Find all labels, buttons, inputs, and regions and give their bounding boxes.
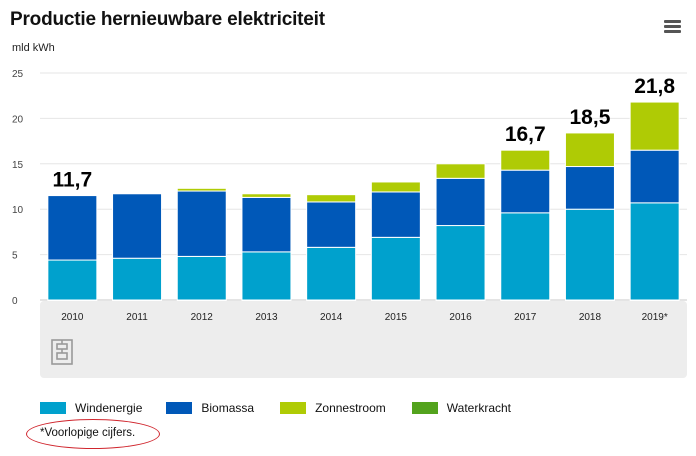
legend-swatch: [411, 402, 438, 414]
x-tick-label: 2017: [514, 312, 537, 323]
bar-segment: [112, 193, 163, 259]
cbs-logo-icon: [51, 339, 73, 365]
bar-segment: [435, 163, 486, 179]
bar-total-label: 11,7: [52, 169, 92, 192]
x-axis-panel: [40, 301, 687, 378]
bars: [47, 101, 680, 301]
x-tick-label: 2014: [320, 312, 343, 323]
bar-total-label: 18,5: [570, 106, 611, 129]
chart-title: Productie hernieuwbare elektriciteit: [10, 9, 325, 30]
y-axis-ticks: 0 5 10 15 20 25: [12, 69, 24, 307]
bar-segment: [500, 149, 551, 171]
legend-label: Zonnestroom: [315, 401, 386, 415]
bar-segment: [306, 246, 357, 301]
x-tick-label: 2019*: [642, 312, 668, 323]
y-axis-unit: mld kWh: [12, 42, 55, 54]
bar-total-label: 21,8: [634, 75, 675, 98]
legend-item-waterkracht[interactable]: Waterkracht: [411, 401, 512, 415]
bar-segment: [564, 132, 615, 168]
legend-swatch: [280, 402, 307, 414]
legend-item-windenergie[interactable]: Windenergie: [40, 401, 142, 415]
legend-label: Waterkracht: [446, 401, 512, 415]
bar-total-label: 16,7: [505, 123, 546, 146]
bar-segment: [629, 149, 680, 204]
hamburger-menu-icon[interactable]: [664, 20, 681, 34]
footnote: *Voorlopige cijfers.: [40, 427, 136, 439]
bar-segment: [370, 181, 421, 193]
x-tick-label: 2016: [449, 312, 472, 323]
bar-segment: [176, 190, 227, 257]
bar-segment: [47, 195, 98, 261]
bar-total-labels: 11,7 16,7 18,5 21,8: [52, 75, 675, 192]
bar-segment: [306, 201, 357, 248]
legend-swatch: [166, 402, 193, 414]
bar-segment: [629, 202, 680, 301]
x-tick-label: 2012: [191, 312, 214, 323]
legend-item-biomassa[interactable]: Biomassa: [166, 401, 254, 415]
x-axis-ticks: 2010 2011 2012 2013 2014 2015 2016 2017 2018 2019…: [61, 312, 668, 323]
y-tick-label: 15: [12, 160, 24, 171]
y-tick-label: 5: [12, 251, 18, 262]
legend-swatch: [40, 402, 66, 414]
x-tick-label: 2013: [255, 312, 278, 323]
x-tick-label: 2018: [579, 312, 602, 323]
bar-segment: [176, 255, 227, 301]
y-tick-label: 10: [12, 205, 24, 216]
legend-item-zonnestroom[interactable]: Zonnestroom: [280, 401, 386, 415]
bar-segment: [241, 193, 292, 198]
bar-segment: [435, 177, 486, 227]
x-tick-label: 2015: [385, 312, 408, 323]
bar-segment: [47, 259, 98, 301]
bar-segment: [176, 187, 227, 192]
bar-segment: [370, 191, 421, 238]
legend-label: Biomassa: [201, 401, 255, 415]
bar-segment: [500, 212, 551, 301]
x-tick-label: 2011: [126, 312, 148, 323]
bar-segment: [564, 166, 615, 210]
legend: Windenergie Biomassa Zonnestroom Waterkr…: [40, 401, 535, 415]
bar-segment: [306, 194, 357, 203]
legend-label: Windenergie: [75, 401, 143, 415]
footnote-highlight-ring: [26, 419, 160, 449]
bar-segment: [370, 236, 421, 301]
x-tick-label: 2010: [61, 312, 84, 323]
y-tick-label: 0: [12, 296, 18, 307]
bar-segment: [564, 208, 615, 301]
bar-segment: [241, 196, 292, 253]
bar-segment: [629, 101, 680, 151]
y-tick-label: 25: [12, 69, 24, 80]
bar-segment: [500, 169, 551, 214]
bar-segment: [435, 225, 486, 301]
y-tick-label: 20: [12, 114, 24, 125]
bar-segment: [112, 257, 163, 301]
bar-segment: [241, 251, 292, 301]
